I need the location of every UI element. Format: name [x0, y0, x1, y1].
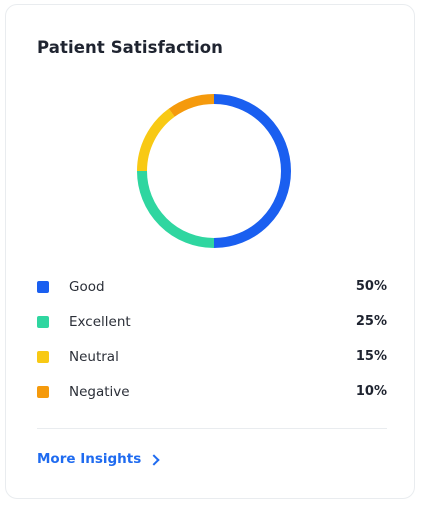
legend-label: Negative — [69, 383, 130, 400]
legend-value: 10% — [355, 384, 387, 399]
donut-slice-negative — [137, 93, 291, 248]
legend-value: 50% — [355, 279, 387, 294]
card-title: Patient Satisfaction — [37, 38, 223, 57]
legend-label: Good — [69, 278, 105, 295]
legend-item: Negative 10% — [37, 374, 387, 409]
chart-legend: Good 50% Excellent 25% Neutral 15% Negative 10% — [37, 269, 387, 409]
legend-swatch — [37, 315, 49, 328]
legend-value: 25% — [355, 314, 387, 329]
more-insights-link[interactable]: More Insights — [37, 451, 160, 467]
legend-swatch — [37, 350, 49, 363]
legend-item: Neutral 15% — [37, 339, 387, 374]
patient-satisfaction-card: Patient Satisfaction Good 50% Excellent 25%… — [5, 4, 415, 499]
more-insights-label: More Insights — [37, 451, 142, 467]
legend-swatch — [37, 385, 49, 398]
chevron-right-icon — [148, 453, 160, 466]
legend-item: Excellent 25% — [37, 304, 387, 339]
legend-item: Good 50% — [37, 269, 387, 304]
legend-value: 15% — [355, 349, 387, 364]
legend-label: Neutral — [69, 348, 119, 365]
legend-swatch — [37, 280, 49, 293]
donut-chart — [137, 93, 291, 248]
divider — [37, 428, 387, 429]
legend-label: Excellent — [69, 313, 131, 330]
donut-slice-neutral — [137, 94, 291, 248]
